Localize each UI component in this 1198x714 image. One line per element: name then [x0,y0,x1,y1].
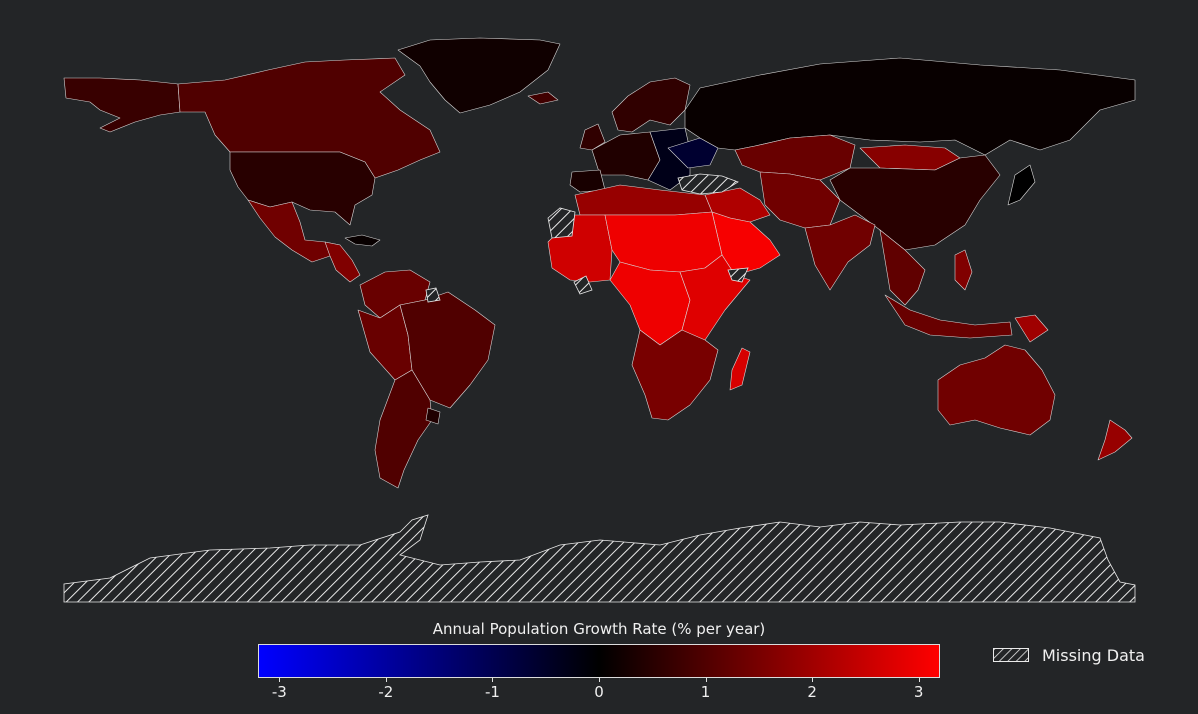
missing-data-label: Missing Data [1042,645,1145,665]
colorbar-gradient [258,644,940,678]
missing-french-guiana [425,287,441,303]
region-uruguay[interactable]: Uruguay [425,407,441,425]
region-japan[interactable]: Japan [1007,164,1036,206]
region-southern-africa[interactable]: Southern Africa [631,329,719,421]
region-russia[interactable]: Russia [684,57,1136,156]
colorbar-tick-mark [705,677,707,682]
region-new-zealand[interactable]: New Zealand [1097,419,1133,461]
hatch-swatch-icon [993,648,1029,662]
missing-turkey-region [677,173,739,195]
world-map: Alaska Canada Greenland United States Me… [63,37,1136,603]
region-china[interactable]: China [829,154,1001,251]
colorbar-tick-label: -1 [484,683,500,701]
region-cuba[interactable]: Cuba [344,234,381,247]
region-southeast-asia[interactable]: Southeast Asia [879,229,926,306]
colorbar-title: Annual Population Growth Rate (% per yea… [432,620,766,638]
region-argentina-chile[interactable]: Argentina and Chile [374,369,433,489]
region-greenland[interactable]: Greenland [397,37,561,114]
region-canada[interactable]: Canada [177,57,441,179]
colorbar-ticks: -3 -2 -1 0 1 2 3 [258,677,940,707]
region-united-states[interactable]: United States [229,151,376,226]
region-iceland[interactable]: Iceland [527,91,559,105]
colorbar-tick-label: 1 [700,683,711,701]
region-madagascar[interactable]: Madagascar [729,347,751,391]
colorbar-tick-mark [492,677,494,682]
missing-somalia [727,267,749,283]
region-ukraine[interactable]: Ukraine [667,137,719,169]
missing-antarctica [63,514,1136,603]
region-south-asia[interactable]: South Asia [804,214,876,291]
region-papua-new-guinea[interactable]: Papua New Guinea [1014,314,1049,343]
missing-liberia [573,275,593,295]
missing-data-legend: Missing Data [993,644,1145,666]
region-iberia[interactable]: Iberia [569,169,606,193]
colorbar-tick-label: 3 [913,683,924,701]
colorbar-tick-mark [599,677,600,682]
region-brazil[interactable]: Brazil [399,291,496,409]
colorbar-tick-label: 2 [807,683,817,701]
region-australia[interactable]: Australia [937,344,1056,436]
colorbar-tick-mark [812,677,814,682]
region-alaska[interactable]: Alaska [63,77,181,133]
colorbar-tick-label: -2 [378,683,394,701]
region-philippines[interactable]: Philippines [954,249,973,291]
region-central-america[interactable]: Central America [324,241,361,283]
region-indonesia[interactable]: Indonesia [884,294,1013,339]
colorbar-tick-mark [385,677,387,682]
missing-western-sahara [547,207,576,239]
region-iran[interactable]: Iran [759,171,841,229]
colorbar-tick-mark [279,677,281,682]
colorbar-tick-mark [918,677,920,682]
region-scandinavia[interactable]: Scandinavia [611,77,691,133]
colorbar-tick-label: 0 [594,683,604,701]
colorbar-tick-label: -3 [271,683,287,701]
region-united-kingdom[interactable]: United Kingdom [579,123,606,151]
